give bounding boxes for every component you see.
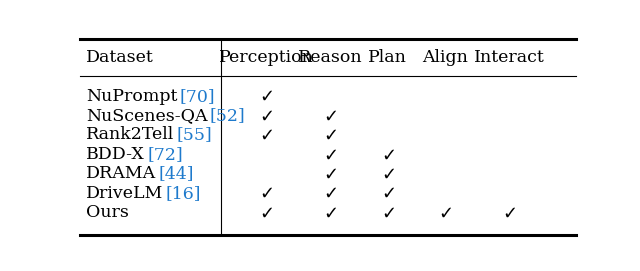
Text: $\checkmark$: $\checkmark$ <box>323 145 337 163</box>
Text: $\checkmark$: $\checkmark$ <box>259 87 273 105</box>
Text: $\checkmark$: $\checkmark$ <box>259 107 273 125</box>
Text: $\checkmark$: $\checkmark$ <box>259 184 273 202</box>
Text: $\checkmark$: $\checkmark$ <box>323 107 337 125</box>
Text: $\checkmark$: $\checkmark$ <box>323 165 337 183</box>
Text: $\checkmark$: $\checkmark$ <box>502 204 516 222</box>
Text: $\checkmark$: $\checkmark$ <box>259 126 273 144</box>
Text: [72]: [72] <box>147 146 183 163</box>
Text: $\checkmark$: $\checkmark$ <box>381 145 394 163</box>
Text: $\checkmark$: $\checkmark$ <box>381 184 394 202</box>
Text: Perception: Perception <box>219 49 314 66</box>
Text: [52]: [52] <box>210 107 246 124</box>
Text: Rank2Tell: Rank2Tell <box>86 127 174 143</box>
Text: $\checkmark$: $\checkmark$ <box>323 184 337 202</box>
Text: Plan: Plan <box>368 49 407 66</box>
Text: DRAMA: DRAMA <box>86 165 156 182</box>
Text: [44]: [44] <box>159 165 194 182</box>
Text: Reason: Reason <box>298 49 363 66</box>
Text: $\checkmark$: $\checkmark$ <box>381 204 394 222</box>
Text: $\checkmark$: $\checkmark$ <box>438 204 452 222</box>
Text: $\checkmark$: $\checkmark$ <box>323 126 337 144</box>
Text: Align: Align <box>422 49 467 66</box>
Text: [55]: [55] <box>177 127 212 143</box>
Text: $\checkmark$: $\checkmark$ <box>381 165 394 183</box>
Text: [70]: [70] <box>180 88 216 105</box>
Text: NuScenes-QA: NuScenes-QA <box>86 107 207 124</box>
Text: DriveLM: DriveLM <box>86 185 163 202</box>
Text: Ours: Ours <box>86 204 129 221</box>
Text: Interact: Interact <box>474 49 545 66</box>
Text: NuPrompt: NuPrompt <box>86 88 177 105</box>
Text: [16]: [16] <box>166 185 202 202</box>
Text: Dataset: Dataset <box>86 49 154 66</box>
Text: $\checkmark$: $\checkmark$ <box>323 204 337 222</box>
Text: BDD-X: BDD-X <box>86 146 145 163</box>
Text: $\checkmark$: $\checkmark$ <box>259 204 273 222</box>
